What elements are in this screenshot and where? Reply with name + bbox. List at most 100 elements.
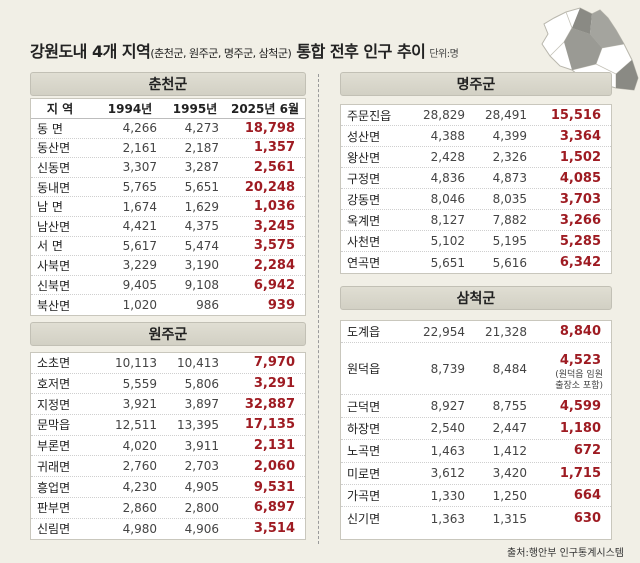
section-title-samcheok: 삼척군 [456,291,496,307]
value-1994: 12,511 [115,417,157,432]
value-1994: 5,559 [122,376,157,391]
value-2025: 2,284 [253,257,295,273]
region-name: 근덕면 [347,399,381,414]
region-name: 신림면 [37,522,71,537]
value-2025: 4,599 [559,398,601,414]
value-1995: 3,420 [492,466,527,481]
value-1995: 21,328 [485,324,527,339]
value-2025: 2,561 [253,159,295,175]
value-2025: 17,135 [244,417,295,433]
value-1995: 1,250 [492,488,527,503]
title-subtitle: (춘천군, 원주군, 명주군, 삼척군) [150,47,292,60]
table-row: 신림면 4,980 4,906 3,514 [31,519,305,540]
value-1994: 1,330 [430,488,465,503]
value-1994: 2,760 [122,459,157,474]
value-2025: 672 [573,443,601,459]
value-1995: 5,474 [184,238,219,253]
value-1994: 4,230 [122,480,157,495]
table-row: 동산면 2,161 2,187 1,357 [31,139,305,159]
table-wonju: 소초면 10,113 10,413 7,970 호저면 5,559 5,806 3,291 지정… [30,352,306,540]
value-1994: 3,229 [122,258,157,273]
value-1994: 8,927 [430,399,465,414]
value-1994: 3,307 [122,160,157,175]
value-2025: 3,703 [559,191,601,207]
unit-label: 단위:명 [429,49,459,60]
value-1995: 8,484 [492,361,527,376]
value-2025: 1,357 [253,140,295,156]
value-1994: 28,829 [423,108,465,122]
value-1995: 4,905 [184,480,219,495]
value-1995: 3,911 [184,438,219,453]
section-title-wonju: 원주군 [148,327,188,343]
value-1994: 5,617 [122,238,157,253]
value-1994: 4,836 [430,171,465,185]
region-name: 사북면 [37,258,71,273]
table-row: 호저면 5,559 5,806 3,291 [31,374,305,395]
table-row: 남산면 4,421 4,375 3,245 [31,217,305,237]
table-row: 사천면 5,102 5,195 5,285 [341,231,611,252]
value-2025: 3,364 [559,128,601,144]
value-2025: 3,245 [253,218,295,234]
region-name: 동 면 [37,121,63,136]
value-1995: 28,491 [485,108,527,122]
header-1995: 1995년 [172,102,218,116]
value-2025: 3,291 [253,376,295,392]
value-2025: 6,342 [559,255,601,270]
value-2025: 1,502 [559,149,601,165]
value-2025: 8,840 [559,324,601,340]
table-row: 문막읍 12,511 13,395 17,135 [31,415,305,436]
value-2025: 939 [267,297,295,313]
table-header-row: 지 역 1994년 1995년 2025년 6월 [31,99,305,119]
value-1995: 1,315 [492,511,527,526]
table-row: 판부면 2,860 2,800 6,897 [31,498,305,519]
header-region: 지 역 [46,102,74,116]
value-1995: 4,273 [184,121,219,136]
table-row: 지정면 3,921 3,897 32,887 [31,394,305,416]
value-1995: 2,187 [184,140,219,155]
region-name: 소초면 [37,356,71,371]
table-row: 부론면 4,020 3,911 2,131 [31,436,305,457]
table-samcheok: 도계읍 22,954 21,328 8,840 원덕읍 8,739 8,484 4,523 (원… [340,320,612,540]
value-1995: 3,897 [184,397,219,412]
value-1995: 8,755 [492,399,527,414]
value-1995: 2,800 [184,500,219,515]
region-name: 하장면 [347,421,381,436]
value-1995: 4,906 [184,521,219,536]
value-1994: 5,102 [430,234,465,248]
table-row: 신북면 9,405 9,108 6,942 [31,276,305,296]
value-1994: 3,921 [122,397,157,412]
value-1994: 4,980 [122,521,157,536]
value-1995: 5,616 [492,255,527,270]
table-myeongju: 주문진읍 28,829 28,491 15,516 성산면 4,388 4,399 3,364… [340,104,612,274]
table-row: 왕산면 2,428 2,326 1,502 [341,147,611,168]
region-name: 강동면 [347,192,381,207]
value-2025: 3,575 [253,238,295,254]
section-header-samcheok: 삼척군 [340,286,612,310]
region-name: 귀래면 [37,459,71,474]
value-1994: 9,405 [122,278,157,293]
value-1995: 7,882 [492,213,527,227]
value-1994: 22,954 [423,324,465,339]
value-1994: 4,388 [430,129,465,143]
region-note: (원덕읍 임원 출장소 포함) [555,370,603,392]
value-1994: 8,739 [430,361,465,376]
table-row: 연곡면 5,651 5,616 6,342 [341,252,611,273]
table-row: 서 면 5,617 5,474 3,575 [31,237,305,257]
value-2025: 32,887 [244,396,295,412]
table-row: 가곡면 1,330 1,250 664 [341,485,611,508]
table-row: 신동면 3,307 3,287 2,561 [31,158,305,178]
table-row: 하장면 2,540 2,447 1,180 [341,418,611,441]
source-credit: 출처:행안부 인구통계시스템 [507,548,624,559]
header-1994: 1994년 [107,102,153,116]
region-name: 신동면 [37,160,71,175]
table-row: 미로면 3,612 3,420 1,715 [341,463,611,485]
value-1995: 10,413 [177,355,219,370]
value-2025: 15,516 [550,107,601,123]
value-1994: 2,860 [122,500,157,515]
value-1994: 1,020 [122,298,157,313]
region-name: 남산면 [37,219,71,234]
table-row: 사북면 3,229 3,190 2,284 [31,256,305,276]
value-2025: 1,180 [559,420,601,436]
page-title: 강원도내 4개 지역(춘천군, 원주군, 명주군, 삼척군) 통합 전후 인구 … [30,38,459,62]
value-1994: 5,651 [430,255,465,270]
